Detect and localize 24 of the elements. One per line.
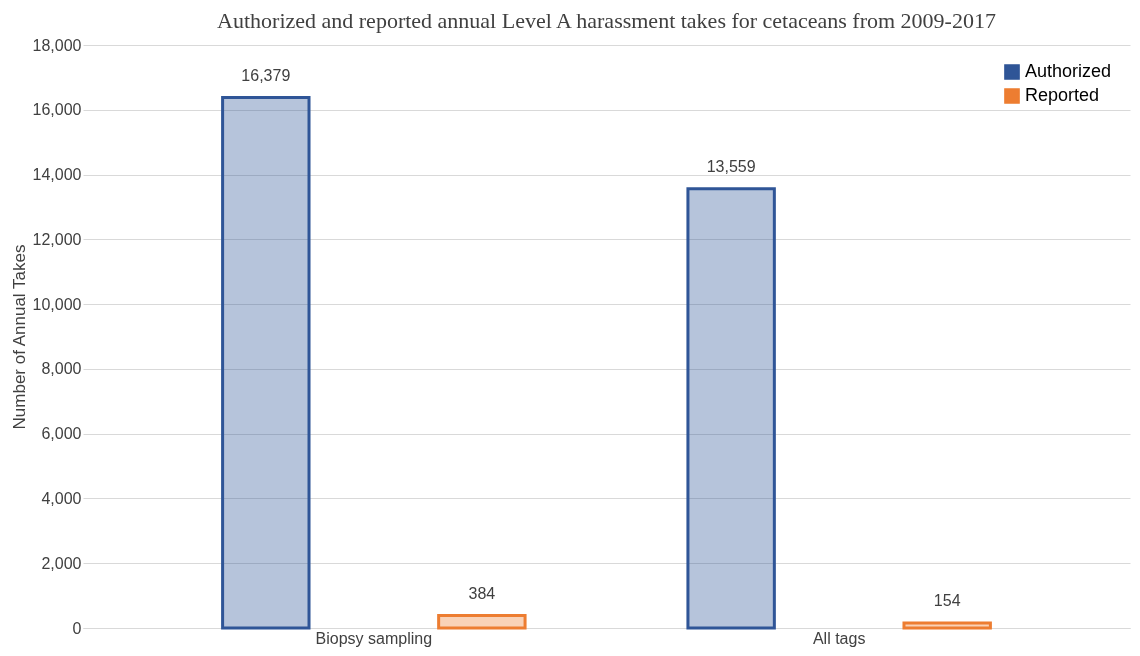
y-tick-label: 18,000: [32, 36, 82, 54]
data-label: 16,379: [241, 66, 291, 84]
bar: [221, 96, 311, 630]
bar: [686, 187, 776, 630]
bar: [902, 621, 992, 630]
x-tick-label: Biopsy sampling: [315, 629, 433, 647]
y-tick-label: 6,000: [41, 425, 82, 443]
y-tick-label: 0: [72, 619, 82, 637]
legend-label: Authorized: [1025, 61, 1112, 81]
legend-label: Reported: [1025, 85, 1100, 105]
data-label: 13,559: [706, 157, 756, 175]
data-label: 154: [933, 592, 961, 610]
y-tick-label: 2,000: [41, 554, 82, 572]
y-tick-label: 12,000: [32, 230, 82, 248]
y-tick-label: 8,000: [41, 360, 82, 378]
y-tick-label: 10,000: [32, 295, 82, 313]
chart-title: Authorized and reported annual Level A harassment takes for cetaceans from 2009-2017: [217, 8, 996, 33]
data-label: 384: [468, 584, 496, 602]
bar: [437, 614, 527, 630]
y-tick-label: 16,000: [32, 101, 82, 119]
y-axis-title: Number of Annual Takes: [9, 244, 29, 430]
y-tick-label: 14,000: [32, 166, 82, 184]
x-tick-label: All tags: [812, 629, 866, 647]
y-tick-label: 4,000: [41, 489, 82, 507]
